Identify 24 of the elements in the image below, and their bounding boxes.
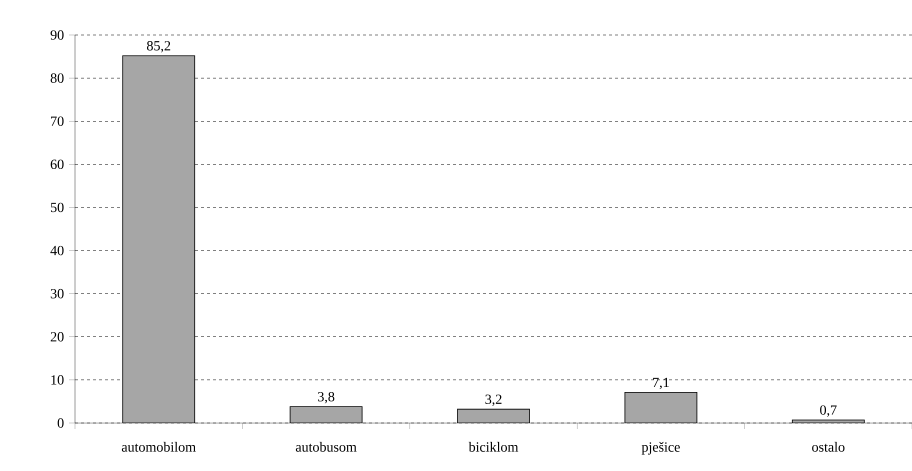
data-label: 3,2 — [485, 394, 502, 406]
y-tick-label: 60 — [50, 160, 64, 170]
bar — [290, 406, 363, 424]
data-label: 0,7 — [820, 405, 837, 417]
y-tick-label: 90 — [50, 30, 64, 40]
y-tick-label: 0 — [58, 418, 64, 428]
x-tick-label: ostalo — [812, 442, 844, 452]
y-tick-label: 30 — [50, 288, 64, 298]
x-tick-label: pješice — [642, 442, 680, 455]
y-tick-label: 10 — [51, 375, 64, 385]
x-tick-label: automobilom — [122, 442, 196, 452]
x-tick-label: biciklom — [468, 442, 518, 452]
y-tick-label: 70 — [51, 116, 64, 126]
bar — [458, 409, 530, 424]
x-tick-label: autobusom — [296, 442, 357, 452]
data-label: 85,2 — [146, 41, 170, 52]
y-tick-label: 40 — [50, 246, 64, 256]
bar — [624, 392, 698, 424]
data-label: 7,1 — [653, 378, 669, 390]
bar — [122, 55, 196, 424]
data-label: 3,8 — [318, 392, 334, 404]
y-tick-label: 80 — [50, 73, 64, 83]
y-tick-label: 20 — [50, 332, 64, 342]
y-tick-label: 50 — [50, 202, 64, 212]
